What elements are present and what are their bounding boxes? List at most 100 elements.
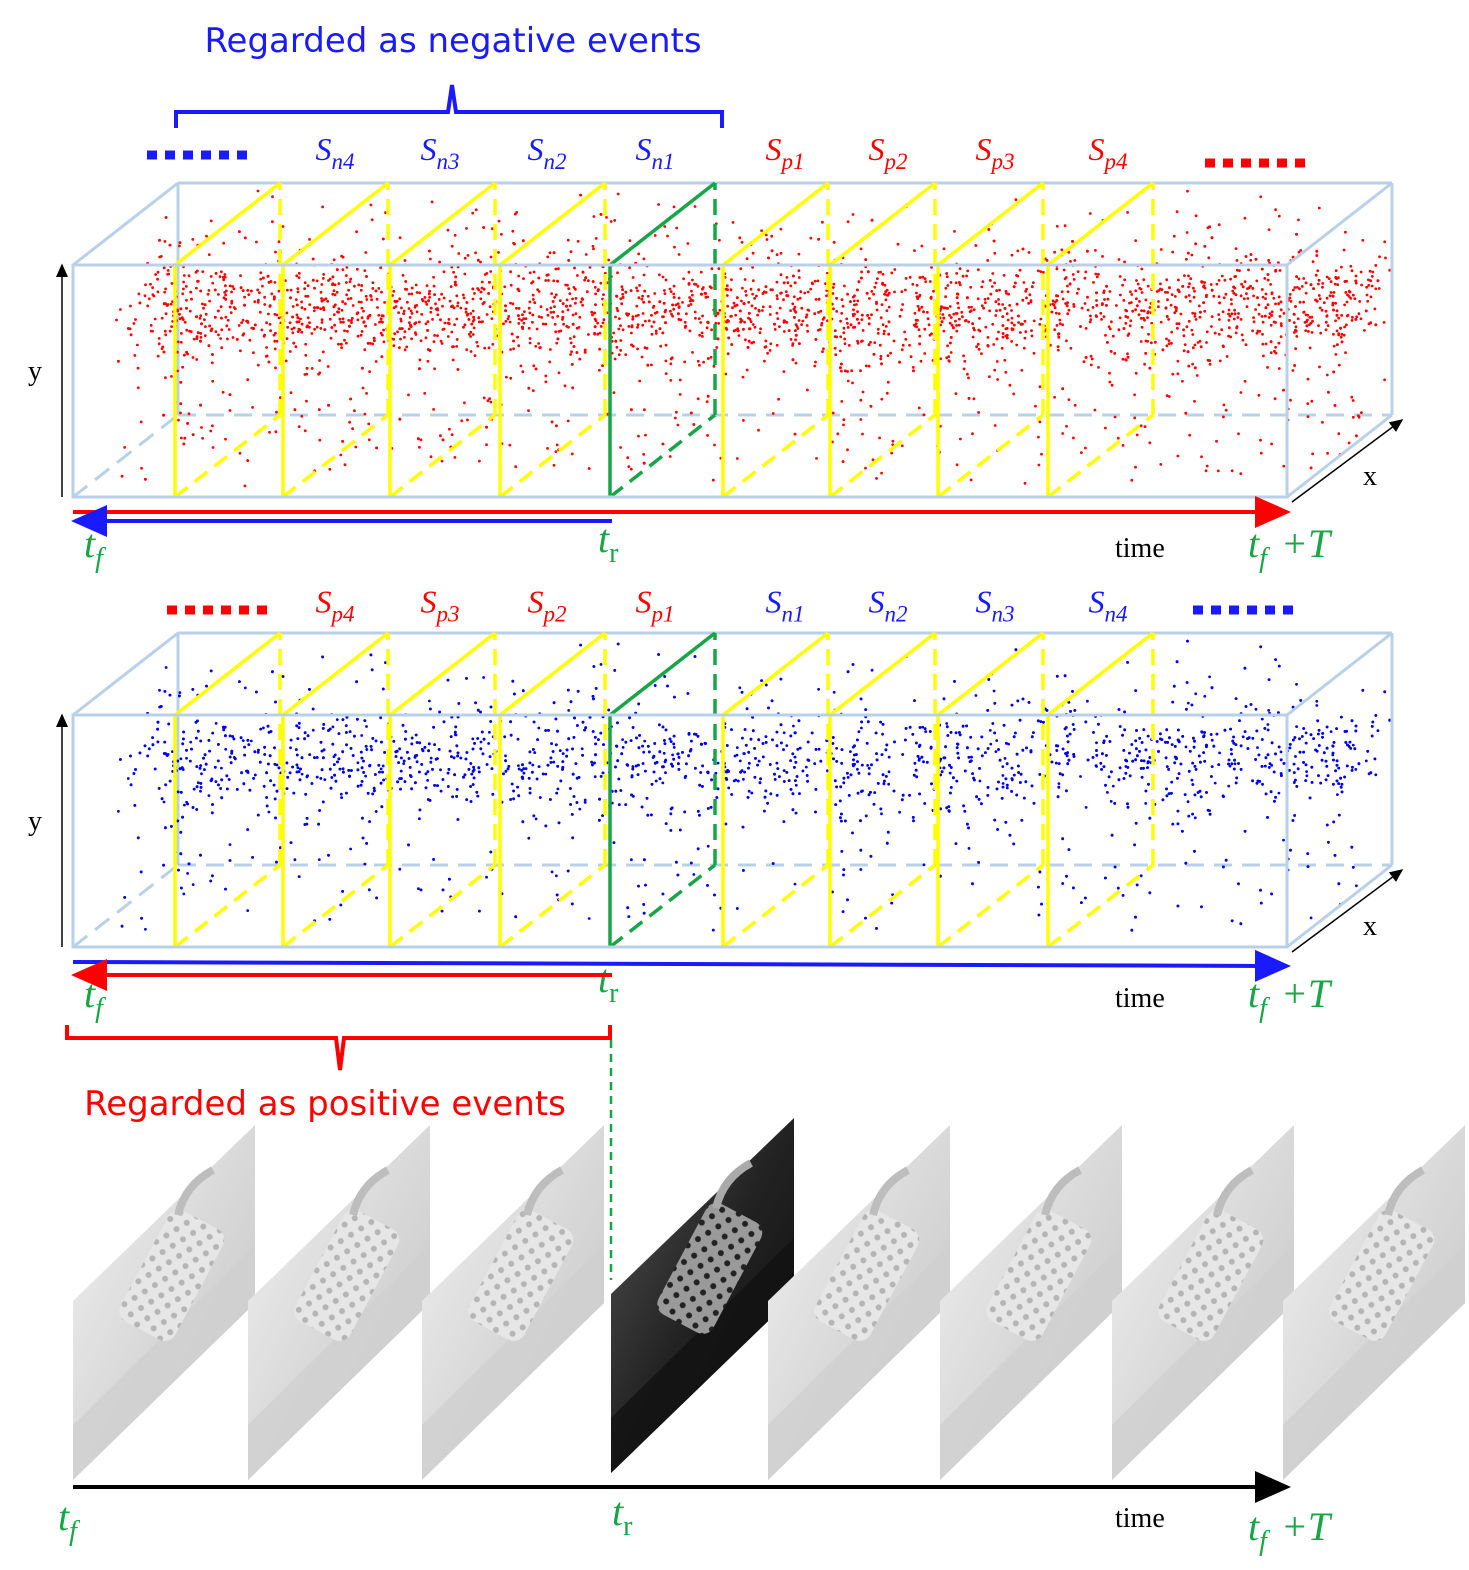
event-point [704,292,707,295]
event-point [886,354,890,357]
label-base: S [976,131,992,167]
event-point [258,291,261,295]
event-point [1177,322,1181,325]
event-point [407,292,411,296]
event-point [219,305,223,309]
event-point [809,236,813,240]
event-point [485,313,489,316]
event-point [672,284,676,288]
event-point [1125,309,1129,313]
event-point [1354,274,1358,278]
event-point [277,289,281,293]
event-point [773,328,777,331]
event-point [259,277,263,281]
event-point [1094,272,1098,276]
event-point [616,192,620,196]
event-point [304,294,308,298]
event-point [928,280,932,283]
slice-plane [608,181,717,267]
event-point [904,288,907,292]
event-point [851,381,854,385]
event-point [875,477,878,480]
event-point [804,315,808,319]
event-point [1288,296,1292,300]
event-point [872,292,875,296]
event-point [990,285,994,288]
event-point [207,289,211,292]
event-point [916,304,920,308]
event-point [255,240,258,244]
event-point [349,277,353,281]
event-point [1023,319,1027,323]
event-point [1333,404,1337,407]
event-point [974,694,978,697]
event-point [687,304,690,308]
event-point [1318,297,1322,301]
event-point [993,251,997,255]
event-point [671,314,674,318]
event-point [220,270,223,274]
event-point [426,779,429,782]
event-point [571,313,575,317]
event-point [400,327,403,330]
event-point [1010,316,1014,320]
event-point [1282,838,1285,842]
event-point [532,364,536,368]
event-point [636,347,639,351]
event-point [1010,253,1014,257]
event-point [565,324,569,328]
event-point [821,220,824,224]
event-point [1181,285,1185,288]
event-point [978,329,982,333]
event-point [1337,332,1341,335]
event-point [677,306,681,309]
event-point [343,463,347,467]
event-point [1342,333,1346,337]
event-point [1217,295,1221,298]
event-point [1302,311,1305,314]
event-point [1370,284,1374,288]
event-point [154,273,158,276]
event-point [1053,395,1056,399]
event-point [359,288,363,292]
event-point [836,432,840,436]
event-point [870,218,874,222]
event-point [306,316,310,320]
event-point [832,690,836,694]
event-point [1257,303,1261,307]
event-point [1171,250,1175,254]
event-point [502,322,505,326]
event-point [568,292,572,295]
event-point [418,817,421,821]
event-point [1037,435,1040,439]
event-point [957,323,961,327]
event-point [1124,321,1128,325]
event-point [712,364,716,368]
event-point [1215,439,1218,443]
event-point [170,325,174,328]
event-point [915,295,919,299]
event-point [735,746,739,749]
event-point [338,317,342,321]
event-point [849,750,852,753]
event-point [1108,371,1111,375]
event-point [414,283,418,287]
event-point [616,309,620,313]
event-point [801,319,805,323]
event-point [1222,403,1226,407]
event-point [487,742,490,745]
event-point [1309,916,1313,920]
event-point [268,430,271,434]
event-point [661,275,665,279]
event-point [1205,464,1209,468]
event-point [593,311,596,315]
event-point [650,325,654,328]
event-point [839,366,842,370]
slice-plane [828,181,937,267]
event-point [618,317,621,320]
event-point [1337,316,1341,320]
event-point [1005,336,1009,340]
event-point [995,360,999,363]
event-point [436,313,440,317]
event-point [706,394,710,398]
